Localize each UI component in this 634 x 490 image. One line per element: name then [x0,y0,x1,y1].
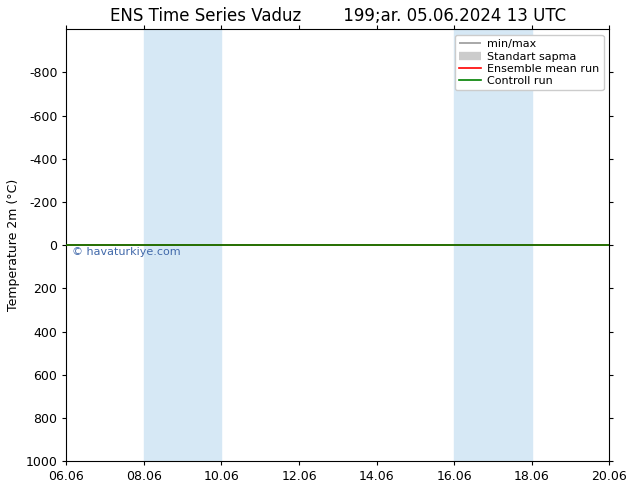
Legend: min/max, Standart sapma, Ensemble mean run, Controll run: min/max, Standart sapma, Ensemble mean r… [455,35,604,90]
Text: © havaturkiye.com: © havaturkiye.com [72,247,181,257]
Y-axis label: Temperature 2m (°C): Temperature 2m (°C) [7,179,20,311]
Bar [144,29,221,461]
Title: ENS Time Series Vaduz        199;ar. 05.06.2024 13 UTC: ENS Time Series Vaduz 199;ar. 05.06.2024… [110,7,566,25]
Bar [454,29,532,461]
